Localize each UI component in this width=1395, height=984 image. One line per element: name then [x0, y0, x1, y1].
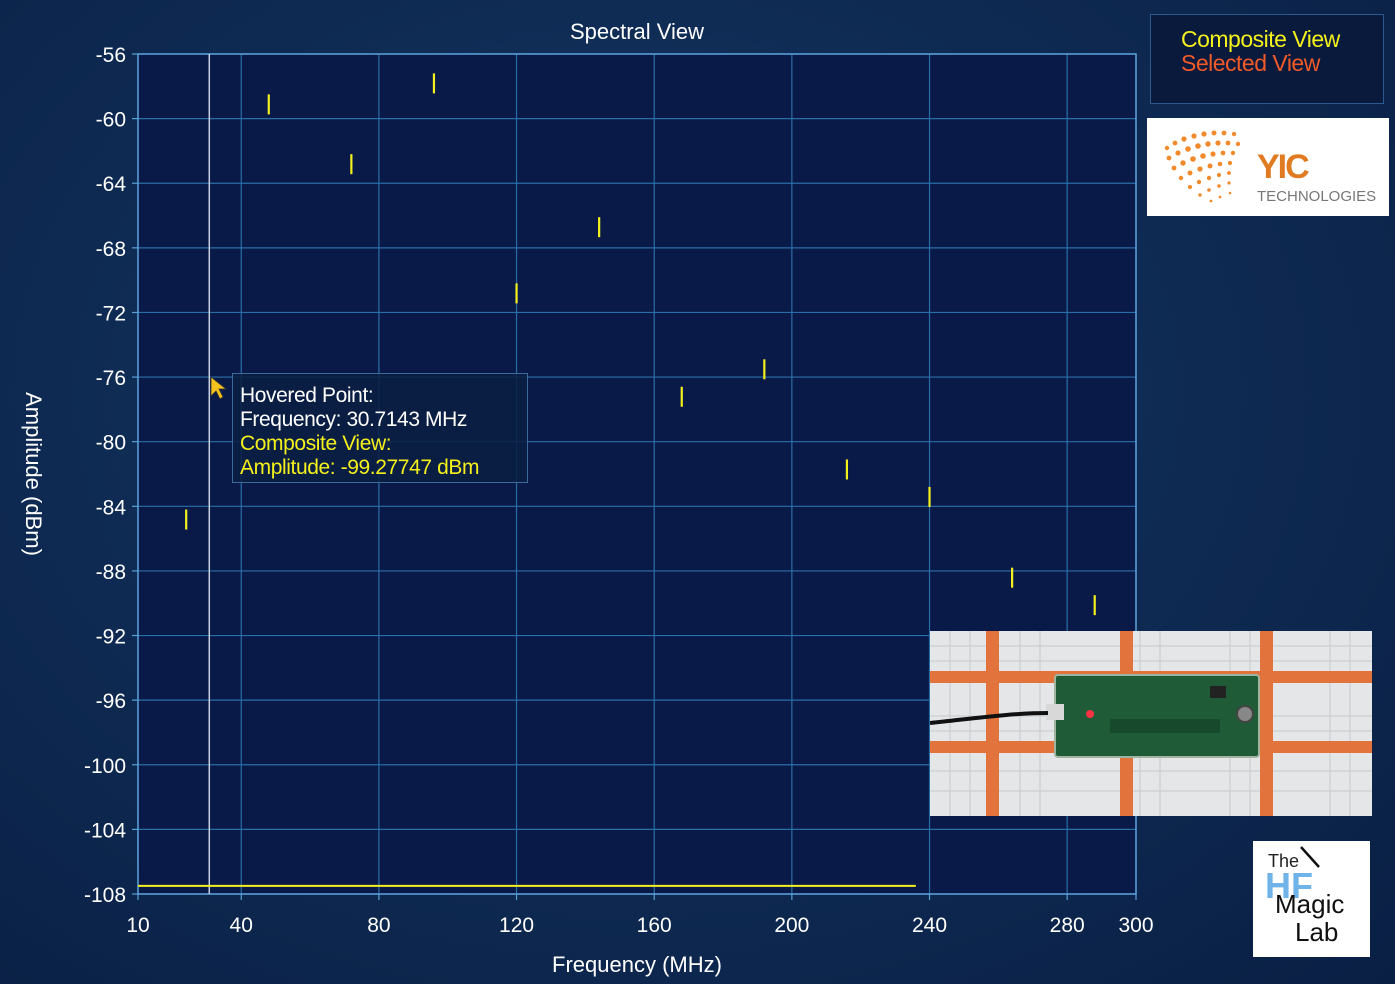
plot-border — [137, 53, 1137, 895]
y-tick-label: -56 — [96, 44, 126, 67]
y-tick-label: -72 — [96, 302, 126, 325]
y-tick-label: -92 — [96, 626, 126, 649]
legend-composite-view[interactable]: Composite View — [1181, 26, 1340, 52]
y-tick-label: -104 — [84, 819, 126, 842]
hf-magic-lab-logo: HF The Magic Lab — [1253, 841, 1370, 957]
yic-technologies-logo: YIC TECHNOLOGIES — [1147, 118, 1389, 216]
hf-logo-hf: HF — [1265, 865, 1313, 906]
mouse-pointer-icon — [210, 376, 228, 400]
chart-title: Spectral View — [570, 19, 704, 44]
hf-logo-the: The — [1268, 851, 1300, 871]
y-tick-label: -96 — [96, 690, 126, 713]
x-tick-label: 40 — [230, 914, 253, 937]
x-tick-label: 120 — [499, 914, 534, 937]
x-tick-label: 200 — [774, 914, 809, 937]
hf-logo-lab: Lab — [1295, 917, 1339, 947]
y-tick-label: -64 — [96, 173, 127, 196]
y-tick-label: -80 — [96, 432, 126, 455]
y-tick-label: -100 — [84, 755, 126, 778]
board-photo-image — [930, 631, 1372, 816]
board-photo — [930, 631, 1372, 816]
x-axis-label: Frequency (MHz) — [552, 952, 722, 977]
x-tick-label: 240 — [912, 914, 947, 937]
y-tick-label: -108 — [84, 884, 126, 907]
y-tick-label: -60 — [96, 109, 126, 132]
hf-logo-magic: Magic — [1275, 889, 1345, 919]
x-tick-label: 80 — [367, 914, 390, 937]
yic-swoosh-icon — [1164, 130, 1241, 203]
magic-wand-icon — [1300, 846, 1320, 868]
x-tick-label: 160 — [637, 914, 672, 937]
tick-labels: 10 40 80 120 160 200 240 280 300 -56 -60 -64 -68 -72 -… — [84, 44, 1154, 937]
legend-selected-view[interactable]: Selected View — [1181, 50, 1320, 76]
y-axis-label: Amplitude (dBm) — [21, 392, 46, 556]
hover-tooltip: Hovered Point: Frequency: 30.7143 MHz Co… — [232, 373, 528, 483]
y-tick-label: -88 — [96, 561, 126, 584]
x-tick-label: 10 — [126, 914, 149, 937]
yic-wordmark: YIC — [1257, 148, 1310, 186]
y-tick-label: -76 — [96, 367, 126, 390]
y-tick-label: -84 — [96, 496, 127, 519]
yic-subtitle: TECHNOLOGIES — [1257, 188, 1377, 205]
y-tick-label: -68 — [96, 238, 126, 261]
tooltip-frequency: Frequency: 30.7143 MHz — [240, 408, 467, 431]
tooltip-amplitude: Amplitude: -99.27747 dBm — [240, 456, 480, 479]
x-tick-label: 300 — [1118, 914, 1153, 937]
tooltip-series: Composite View: — [240, 432, 392, 455]
legend: Composite View Selected View — [1150, 14, 1384, 104]
x-tick-label: 280 — [1050, 914, 1085, 937]
tooltip-title: Hovered Point: — [240, 384, 374, 407]
